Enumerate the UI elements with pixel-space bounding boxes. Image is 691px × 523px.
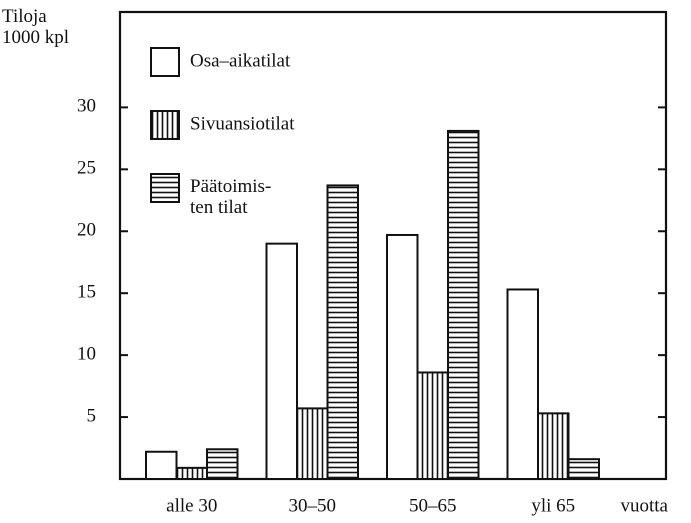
x-tick-label: 30–50 [289, 495, 337, 516]
bar [326, 184, 359, 480]
x-axis-label: vuotta [621, 495, 669, 516]
legend-swatch [150, 47, 180, 77]
x-tick-label: alle 30 [166, 495, 217, 516]
bar [206, 448, 239, 481]
bar [537, 412, 570, 480]
bar [567, 458, 600, 480]
y-tick-label: 10 [77, 343, 96, 364]
bar [175, 466, 208, 481]
bar [296, 407, 329, 481]
bar [416, 371, 449, 480]
legend-label: Osa–aikatilat [190, 50, 291, 71]
legend-swatch [150, 110, 180, 140]
y-tick-label: 30 [77, 96, 96, 117]
y-tick-label: 25 [77, 158, 96, 179]
bar [145, 450, 178, 481]
x-tick-label: 50–65 [409, 495, 457, 516]
y-axis-label: Tiloja 1000 kpl [2, 6, 69, 48]
legend-swatch [150, 173, 180, 203]
bar [447, 129, 480, 480]
bar [386, 233, 419, 480]
y-tick-label: 20 [77, 220, 96, 241]
legend-label: Sivuansiotilat [190, 113, 295, 134]
y-tick-label: 5 [87, 405, 97, 426]
bar [265, 242, 298, 480]
bar [506, 288, 539, 480]
y-tick-label: 15 [77, 282, 96, 303]
legend-label: Päätoimis-ten tilat [190, 176, 271, 218]
x-tick-label: yli 65 [531, 495, 575, 516]
